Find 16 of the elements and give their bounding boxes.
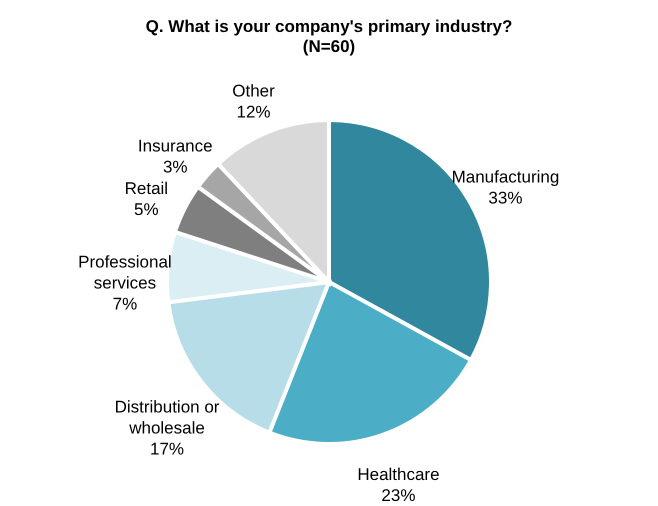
slice-label: Other [232, 81, 276, 100]
data-label: 7% [112, 294, 138, 314]
slice-label: Retail [124, 178, 168, 198]
data-label: 33% [488, 188, 522, 208]
data-label: 5% [134, 200, 159, 219]
slice-label: Manufacturing [452, 168, 560, 187]
chart-title: Q. What is your company's primary industry? [146, 17, 512, 36]
chart-subtitle: (N=60) [302, 37, 356, 56]
data-label: 23% [381, 486, 416, 505]
slice-label: Insurance [138, 136, 213, 156]
slice-label: Professional services [78, 252, 172, 293]
slice-label: Distribution or wholesale [114, 398, 220, 438]
data-label: 3% [162, 157, 188, 176]
slice-label: Healthcare [357, 464, 440, 484]
data-label: 12% [236, 102, 271, 122]
data-label: 17% [150, 440, 184, 459]
